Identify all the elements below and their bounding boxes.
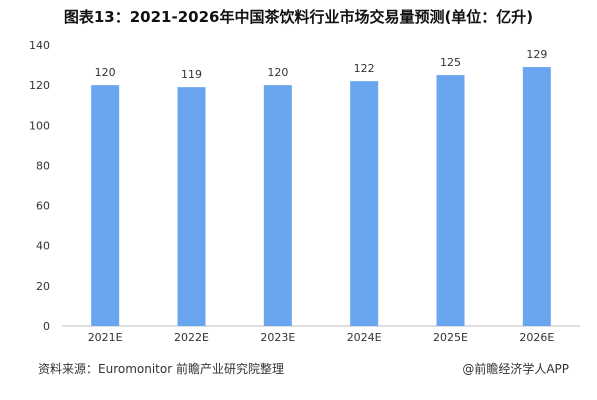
data-label-2025E: 125: [440, 56, 461, 69]
bar-2025E: [436, 75, 465, 326]
data-label-2022E: 119: [181, 68, 202, 81]
x-tick-label: 2021E: [88, 331, 123, 344]
x-tick-label: 2022E: [174, 331, 209, 344]
brand-credit: @前瞻经济学人APP: [462, 362, 569, 376]
data-label-2024E: 122: [354, 62, 375, 75]
bar-series: [91, 67, 551, 327]
data-label-2021E: 120: [95, 66, 116, 79]
data-labels: 120 119 120 122 125 129: [95, 48, 548, 81]
y-tick-label: 100: [29, 119, 50, 132]
y-tick-label: 40: [36, 240, 50, 253]
y-tick-label: 0: [43, 320, 50, 333]
y-tick-label: 120: [29, 79, 50, 92]
x-axis-ticks: 2021E 2022E 2023E 2024E 2025E 2026E: [88, 331, 555, 344]
y-axis-ticks: 0 20 40 60 80 100 120 140: [29, 39, 50, 333]
data-label-2026E: 129: [526, 48, 547, 61]
data-label-2023E: 120: [267, 66, 288, 79]
y-tick-label: 140: [29, 39, 50, 52]
y-tick-label: 60: [36, 200, 50, 213]
source-note: 资料来源：Euromonitor 前瞻产业研究院整理: [38, 362, 284, 376]
y-tick-label: 20: [36, 280, 50, 293]
x-tick-label: 2023E: [260, 331, 295, 344]
bar-2024E: [350, 81, 379, 326]
bar-2022E: [177, 87, 206, 327]
chart-title: 图表13：2021-2026年中国茶饮料行业市场交易量预测(单位：亿升): [63, 8, 534, 26]
bar-2021E: [91, 85, 120, 327]
x-tick-label: 2026E: [519, 331, 554, 344]
bar-2023E: [263, 85, 292, 327]
x-tick-label: 2024E: [347, 331, 382, 344]
bar-2026E: [522, 67, 551, 326]
x-tick-label: 2025E: [433, 331, 468, 344]
y-tick-label: 80: [36, 159, 50, 172]
